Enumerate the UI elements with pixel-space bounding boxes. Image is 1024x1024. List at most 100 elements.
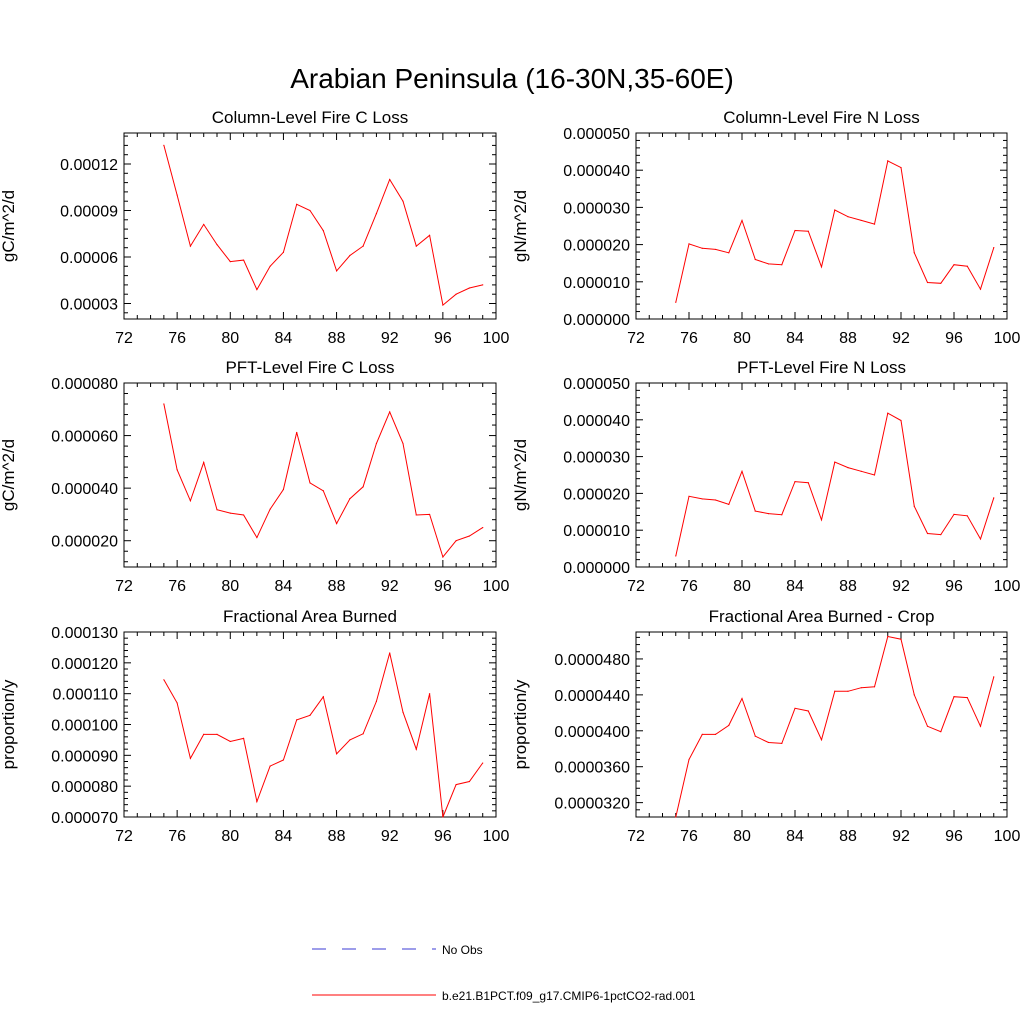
data-point: [455, 293, 457, 295]
data-point: [847, 690, 849, 692]
data-point: [688, 243, 690, 245]
x-tick-label: 84: [275, 330, 293, 347]
data-point: [940, 731, 942, 733]
data-point: [362, 486, 364, 488]
data-point: [820, 266, 823, 268]
data-point: [701, 733, 703, 735]
data-point: [754, 735, 756, 737]
data-point: [282, 759, 285, 761]
data-point: [741, 470, 743, 472]
x-tick-label: 76: [168, 578, 186, 595]
data-point: [979, 538, 982, 540]
y-tick-label: 0.0000440: [554, 688, 630, 705]
data-point: [979, 725, 982, 727]
y-tick-label: 0.000060: [51, 429, 118, 446]
data-point: [979, 288, 982, 290]
x-tick-label: 84: [275, 828, 293, 845]
x-tick-label: 84: [275, 578, 293, 595]
y-tick-label: 0.000110: [52, 687, 118, 704]
data-point: [389, 178, 391, 181]
y-axis-label: gC/m^2/d: [0, 439, 18, 511]
data-point: [269, 265, 271, 267]
data-point: [189, 245, 192, 247]
data-point: [794, 707, 796, 709]
data-point: [322, 230, 324, 232]
data-point: [926, 532, 929, 535]
x-tick-label: 80: [733, 578, 751, 595]
x-tick-label: 72: [115, 578, 133, 595]
data-point: [847, 467, 849, 469]
data-point: [887, 635, 889, 638]
data-point: [754, 510, 756, 512]
data-point: [402, 442, 404, 445]
panel-title: PFT-Level Fire C Loss: [225, 358, 394, 377]
y-tick-label: 0.000020: [563, 486, 630, 503]
data-point: [807, 230, 809, 232]
data-point: [362, 245, 364, 247]
data-point: [847, 216, 849, 218]
data-point: [442, 304, 444, 306]
data-point: [834, 461, 836, 463]
data-point: [993, 676, 995, 678]
data-point: [229, 261, 231, 263]
data-point: [820, 519, 823, 521]
data-point: [442, 816, 444, 818]
y-axis-label: gN/m^2/d: [511, 190, 530, 262]
plot-frame: [635, 382, 1008, 568]
data-point: [282, 251, 285, 253]
chart-panel-5: 72 76 80 84 88 92 96 100 0.000070 0.000080 0.00009…: [0, 607, 509, 845]
y-tick-label: 0.000030: [563, 200, 630, 217]
data-point: [176, 469, 178, 471]
data-point: [926, 725, 929, 727]
y-axis-label: gN/m^2/d: [511, 439, 530, 511]
panel-title: Column-Level Fire N Loss: [723, 108, 920, 127]
data-point: [860, 687, 862, 689]
data-point: [163, 144, 165, 146]
data-point: [229, 740, 231, 743]
series-line: [675, 635, 995, 818]
y-tick-label: 0.000090: [51, 748, 118, 765]
data-point: [900, 638, 902, 640]
series-line: [675, 160, 995, 303]
x-tick-label: 84: [786, 330, 804, 347]
data-point: [728, 252, 730, 254]
x-tick-label: 96: [945, 578, 963, 595]
x-tick-label: 96: [434, 828, 452, 845]
x-tick-label: 96: [945, 828, 963, 845]
data-point: [688, 758, 690, 761]
x-tick-label: 88: [839, 578, 857, 595]
data-point: [767, 513, 770, 515]
x-tick-label: 72: [115, 828, 133, 845]
x-tick-label: 84: [786, 578, 804, 595]
x-tick-label: 76: [680, 578, 698, 595]
y-tick-label: 0.000020: [563, 238, 630, 255]
data-point: [728, 503, 730, 506]
data-point: [349, 498, 351, 500]
x-tick-label: 76: [680, 330, 698, 347]
data-point: [873, 223, 876, 225]
data-point: [216, 733, 218, 735]
data-point: [820, 739, 823, 741]
x-tick-label: 92: [892, 330, 910, 347]
chart-panel-4: 72 76 80 84 88 92 96 100 0.000000 0.000010 0.00002…: [511, 358, 1020, 595]
x-tick-label: 80: [733, 330, 751, 347]
x-tick-label: 84: [786, 828, 804, 845]
chart-panel-1: 72 76 80 84 88 92 96 100 0.00003 0.00006 0.00009 0.…: [0, 108, 509, 347]
data-point: [335, 523, 338, 525]
data-point: [322, 696, 324, 698]
y-axis-label: proportion/y: [0, 679, 18, 769]
data-point: [993, 497, 995, 499]
data-point: [913, 252, 915, 254]
data-point: [335, 270, 338, 272]
data-point: [794, 481, 796, 483]
data-point: [256, 536, 258, 539]
x-tick-label: 96: [945, 330, 963, 347]
data-point: [887, 412, 889, 414]
data-point: [415, 748, 417, 750]
y-tick-label: 0.0000400: [554, 724, 630, 741]
y-tick-label: 0.0000360: [554, 760, 630, 777]
data-point: [189, 757, 192, 760]
data-point: [309, 482, 311, 484]
data-point: [966, 515, 968, 517]
x-tick-label: 88: [839, 330, 857, 347]
